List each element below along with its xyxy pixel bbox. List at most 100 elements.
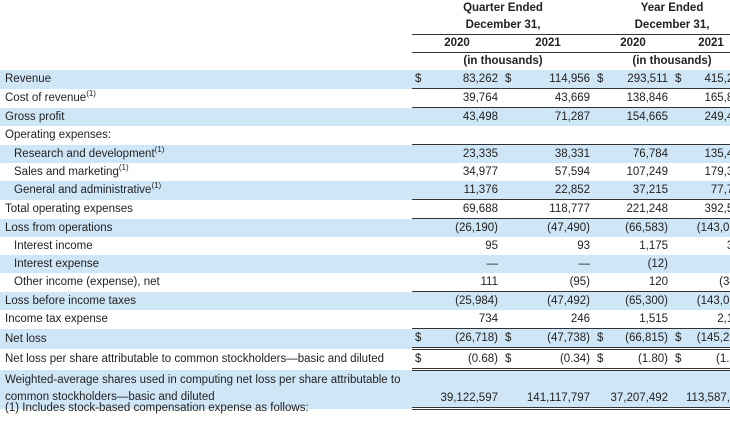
value-cell: (26,718): [426, 328, 502, 350]
row-label: General and administrative(1): [0, 181, 412, 200]
value-cell: 734: [478, 313, 498, 325]
value-cell: 39,764: [462, 92, 498, 104]
currency-cell: [594, 291, 609, 310]
currency-cell: [412, 291, 426, 310]
value-cell: 69,688: [426, 199, 502, 219]
value-cell: (346): [719, 276, 730, 288]
table-row: Sales and marketing(1) 34,977 57,594 107,24…: [0, 163, 730, 181]
quarter-ended-heading: Quarter Ended: [463, 2, 543, 14]
row-label: Gross profit: [0, 108, 412, 127]
row-label-text: Net loss per share attributable to commo…: [5, 353, 385, 365]
table-row: Operating expenses:: [0, 126, 730, 145]
footnote-marker: (1): [151, 181, 162, 191]
currency-cell: [502, 273, 516, 292]
value-cell: [516, 126, 594, 145]
currency-cell: [594, 163, 608, 181]
table-row: General and administrative(1) 11,376 22,85…: [0, 181, 730, 200]
financial-table: Quarter Ended Year Ended December 31, De…: [0, 2, 730, 410]
row-label-text: Weighted-average shares used in computin…: [5, 374, 401, 403]
currency-cell: $: [502, 328, 516, 350]
value-cell: 392,532: [686, 199, 730, 219]
currency-cell: [502, 163, 516, 181]
currency-cell: [412, 181, 426, 200]
value-cell: (66,815): [608, 328, 673, 350]
table-row: Interest income 95 93 1,175 320: [0, 237, 730, 255]
table-row: Revenue$83,262$114,956$293,511$415,287: [0, 70, 730, 89]
currency-cell: [594, 310, 608, 329]
currency-cell: [594, 107, 609, 126]
value-cell: —: [578, 258, 591, 270]
currency-cell: [672, 107, 687, 126]
footnote-marker: (1): [154, 144, 165, 154]
currency-cell: [594, 255, 608, 273]
value-cell: 23,335: [426, 144, 502, 163]
currency-cell: [672, 89, 686, 108]
header-years-row: 2020 2021 2020 2021: [0, 34, 730, 53]
value-cell: —: [686, 255, 730, 273]
value-cell: (1.28): [686, 348, 730, 371]
currency-cell: [412, 107, 426, 126]
row-label-text: Other income (expense), net: [14, 276, 160, 289]
value-cell: 113,587,523: [686, 369, 730, 410]
row-label-text: Revenue: [5, 73, 52, 86]
currency-cell: $: [412, 348, 426, 371]
table-row: Total operating expenses 69,688 118,777 221…: [0, 199, 730, 219]
row-label: Income tax expense: [0, 310, 412, 329]
currency-cell: [502, 291, 516, 310]
currency-cell: [594, 199, 609, 219]
year-heading: 2021: [502, 34, 595, 53]
row-label: Loss from operations: [0, 219, 412, 238]
currency-cell: [412, 255, 426, 273]
quarter-date-heading: December 31,: [412, 17, 595, 35]
row-label-text: Interest expense: [14, 258, 100, 270]
year-date-heading: December 31,: [594, 17, 730, 35]
units-label: (in thousands): [632, 55, 712, 67]
value-cell: (143,063): [686, 218, 730, 237]
currency-cell: [594, 144, 609, 163]
row-label-text: Interest income: [14, 240, 93, 252]
value-cell: 179,337: [704, 166, 730, 178]
row-label: Revenue: [0, 70, 412, 89]
value-cell: (65,300): [608, 291, 673, 310]
value-cell: (47,490): [516, 218, 595, 237]
row-label: Research and development(1): [0, 145, 412, 164]
currency-cell: $: [594, 70, 609, 89]
value-cell: [426, 126, 502, 145]
value-cell: 1,515: [639, 313, 669, 325]
table-row: Research and development(1) 23,335 38,331 7…: [0, 144, 730, 164]
value-cell: (145,215): [686, 328, 730, 350]
value-cell: (47,492): [516, 291, 595, 310]
value-cell: 43,498: [426, 107, 502, 126]
value-cell: 77,785: [710, 184, 730, 196]
currency-cell: [412, 218, 426, 237]
currency-cell: [672, 218, 687, 237]
year-heading: 2021: [672, 34, 730, 53]
row-label: Interest income: [0, 237, 412, 255]
currency-cell: [502, 369, 516, 410]
currency-cell: [594, 273, 608, 292]
value-cell: 93: [577, 240, 591, 252]
footnote-marker: (1): [118, 163, 129, 173]
value-cell: —: [486, 258, 499, 270]
value-cell: 249,469: [686, 107, 730, 126]
value-cell: (66,583): [608, 218, 673, 237]
currency-cell: [672, 126, 686, 145]
currency-cell: [594, 181, 608, 200]
value-cell: 11,376: [463, 184, 498, 196]
currency-cell: [412, 163, 426, 181]
footnote-marker: (1): [86, 89, 96, 99]
value-cell: 22,852: [554, 184, 591, 196]
currency-cell: [412, 126, 426, 145]
value-cell: 154,665: [608, 107, 673, 126]
value-cell: [686, 126, 730, 145]
currency-cell: [672, 181, 686, 200]
value-cell: 118,777: [516, 199, 595, 219]
value-cell: 107,249: [626, 166, 669, 178]
currency-cell: [502, 237, 516, 255]
year-heading: 2020: [594, 34, 673, 53]
row-label-text: Income tax expense: [5, 313, 108, 326]
row-label-text: Operating expenses:: [5, 129, 112, 142]
currency-cell: [412, 237, 426, 255]
value-cell: 165,818: [704, 92, 730, 104]
value-cell: 111: [480, 276, 498, 288]
